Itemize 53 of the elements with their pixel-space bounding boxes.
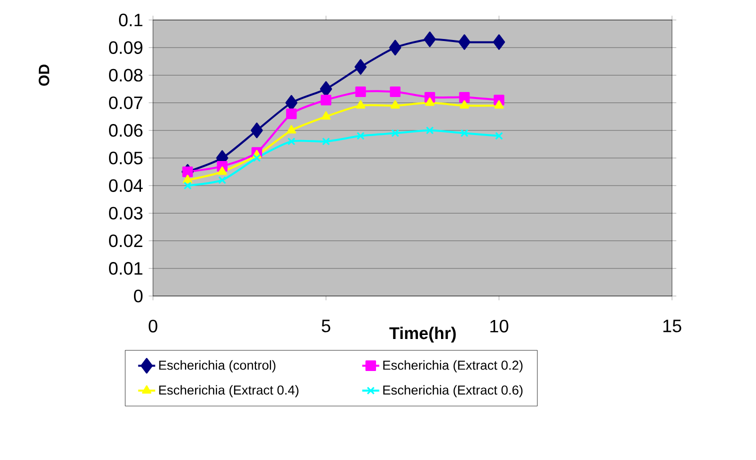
point	[424, 32, 436, 48]
point	[218, 176, 226, 184]
point	[459, 92, 470, 103]
point	[494, 100, 504, 109]
x-tick-label: 10	[490, 320, 508, 332]
y-tick-label: 0.07	[109, 96, 142, 110]
point	[322, 137, 330, 146]
y-tick-label: 0.08	[109, 68, 142, 82]
point	[460, 129, 468, 138]
point	[287, 137, 296, 146]
point	[389, 40, 402, 56]
point	[390, 100, 400, 109]
point	[391, 129, 400, 138]
legend-label: Escherichia (Extract 0.4)	[159, 385, 298, 398]
point	[460, 100, 470, 109]
y-axis-title: OD	[38, 64, 50, 86]
point	[182, 174, 192, 184]
y-tick-label: 0.06	[109, 124, 142, 137]
y-tick-label: 0.05	[109, 152, 142, 164]
point	[495, 132, 503, 140]
legend-label: Escherichia (Extract 0.6)	[383, 385, 522, 398]
y-tick-label: 0.03	[109, 206, 142, 220]
point	[356, 132, 365, 140]
y-tick-label: 0.09	[109, 41, 142, 54]
legend-label: Escherichia (control)	[159, 360, 276, 372]
point	[355, 86, 366, 98]
point	[218, 166, 227, 175]
point	[184, 182, 192, 190]
point	[250, 122, 263, 138]
x-tick-label: 15	[663, 320, 682, 332]
point	[356, 100, 366, 109]
x-axis-title: Time(hr)	[389, 326, 456, 343]
y-tick-label: 0.02	[109, 234, 142, 248]
x-tick-label: 5	[322, 320, 330, 332]
y-tick-label: 0.04	[109, 179, 143, 192]
point	[182, 166, 193, 178]
point	[286, 108, 297, 120]
point	[426, 126, 434, 134]
point	[354, 59, 367, 75]
point	[492, 34, 506, 50]
point	[252, 154, 261, 162]
point	[320, 94, 332, 106]
y-tick-label: 0.01	[109, 262, 142, 275]
point	[390, 86, 401, 98]
y-tick-label: 0	[134, 290, 143, 302]
point	[458, 34, 470, 50]
point	[320, 81, 332, 97]
point	[286, 125, 296, 134]
point	[321, 111, 331, 120]
legend-label: Escherichia (Extract 0.2)	[383, 360, 522, 372]
x-tick-label: 0	[148, 320, 158, 332]
y-tick-label: 0.1	[119, 14, 142, 26]
point	[425, 97, 434, 106]
